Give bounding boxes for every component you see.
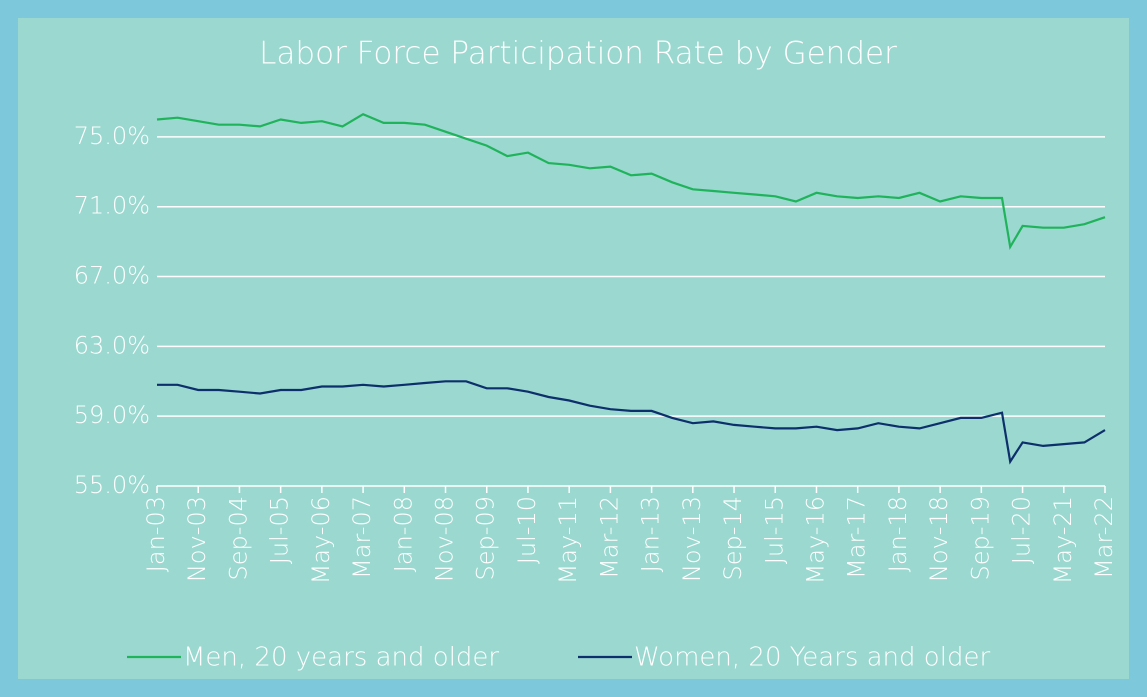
series-line [157, 380, 1106, 465]
y-tick-label: 71.0% [74, 192, 150, 220]
x-tick-label: Jan-18 [884, 496, 912, 572]
chart-title: Labor Force Participation Rate by Gender [259, 36, 897, 72]
x-tick-label: Mar-12 [595, 496, 623, 579]
x-tick-label: Sep-09 [472, 496, 500, 580]
x-tick-label: Jul-15 [760, 496, 788, 564]
x-tick-label: Sep-19 [966, 496, 994, 580]
x-tick-label: Sep-04 [224, 496, 252, 580]
x-tick-label: Jan-08 [389, 496, 417, 572]
x-tick-label: Jul-10 [513, 496, 541, 564]
x-tick-label: Jan-13 [637, 496, 665, 572]
x-tick-label: Jul-20 [1008, 496, 1036, 564]
x-tick-label: Nov-13 [678, 496, 706, 582]
x-tick-label: Nov-08 [431, 496, 459, 582]
y-tick-label: 55.0% [74, 471, 150, 499]
x-tick-label: Jan-03 [142, 496, 170, 572]
legend-label: Men, 20 years and older [183, 643, 499, 673]
x-tick-label: Mar-17 [843, 496, 871, 579]
y-tick-label: 63.0% [74, 331, 150, 359]
series-line [156, 112, 1106, 251]
y-tick-label: 75.0% [74, 122, 150, 150]
x-tick-label: May-11 [554, 496, 582, 584]
x-tick-label: Mar-22 [1090, 496, 1118, 579]
x-tick-label: Nov-18 [925, 496, 953, 582]
plot-background [18, 18, 1129, 679]
x-tick-label: Jul-05 [266, 496, 294, 564]
legend-label: Women, 20 Years and older [634, 643, 990, 673]
x-tick-label: May-16 [801, 496, 829, 584]
x-tick-label: May-06 [307, 496, 335, 584]
y-tick-label: 67.0% [74, 262, 150, 290]
y-tick-label: 59.0% [74, 401, 150, 429]
x-tick-label: Sep-14 [719, 496, 747, 580]
x-tick-label: May-21 [1049, 496, 1077, 584]
x-tick-label: Nov-03 [183, 496, 211, 582]
x-tick-label: Mar-07 [348, 496, 376, 579]
